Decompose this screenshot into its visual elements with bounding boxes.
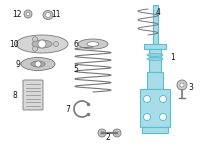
FancyBboxPatch shape bbox=[147, 72, 163, 89]
Circle shape bbox=[98, 129, 106, 137]
Ellipse shape bbox=[147, 57, 163, 61]
Circle shape bbox=[32, 37, 38, 42]
Text: 12: 12 bbox=[12, 10, 22, 19]
Circle shape bbox=[144, 96, 151, 102]
Circle shape bbox=[24, 10, 32, 18]
Text: 2: 2 bbox=[106, 133, 110, 142]
Ellipse shape bbox=[147, 54, 163, 56]
Ellipse shape bbox=[16, 35, 68, 53]
Ellipse shape bbox=[87, 42, 99, 46]
Text: 6: 6 bbox=[74, 40, 78, 49]
Circle shape bbox=[35, 61, 41, 67]
Text: 4: 4 bbox=[156, 7, 160, 16]
Circle shape bbox=[144, 113, 151, 121]
Ellipse shape bbox=[43, 10, 53, 20]
Ellipse shape bbox=[78, 39, 108, 49]
FancyBboxPatch shape bbox=[153, 5, 158, 47]
Text: 9: 9 bbox=[16, 60, 20, 69]
Circle shape bbox=[160, 113, 166, 121]
FancyBboxPatch shape bbox=[142, 127, 168, 133]
Text: 3: 3 bbox=[189, 82, 193, 91]
Circle shape bbox=[177, 80, 187, 90]
FancyBboxPatch shape bbox=[144, 44, 166, 49]
FancyBboxPatch shape bbox=[149, 49, 161, 72]
Circle shape bbox=[160, 96, 166, 102]
Circle shape bbox=[46, 12, 50, 17]
Text: 10: 10 bbox=[9, 40, 19, 49]
Text: 1: 1 bbox=[171, 52, 175, 61]
Text: 7: 7 bbox=[66, 106, 70, 115]
Circle shape bbox=[180, 83, 184, 87]
Text: 5: 5 bbox=[74, 65, 78, 74]
FancyBboxPatch shape bbox=[23, 80, 43, 110]
Ellipse shape bbox=[21, 57, 55, 71]
Circle shape bbox=[54, 41, 58, 46]
Circle shape bbox=[32, 46, 38, 51]
Text: 11: 11 bbox=[51, 10, 61, 19]
Circle shape bbox=[100, 131, 104, 135]
Ellipse shape bbox=[32, 40, 52, 48]
Ellipse shape bbox=[31, 61, 45, 67]
Ellipse shape bbox=[113, 129, 121, 137]
Circle shape bbox=[38, 40, 46, 48]
Circle shape bbox=[115, 131, 119, 135]
Circle shape bbox=[26, 12, 30, 16]
Text: 8: 8 bbox=[13, 91, 17, 100]
FancyBboxPatch shape bbox=[140, 89, 170, 127]
